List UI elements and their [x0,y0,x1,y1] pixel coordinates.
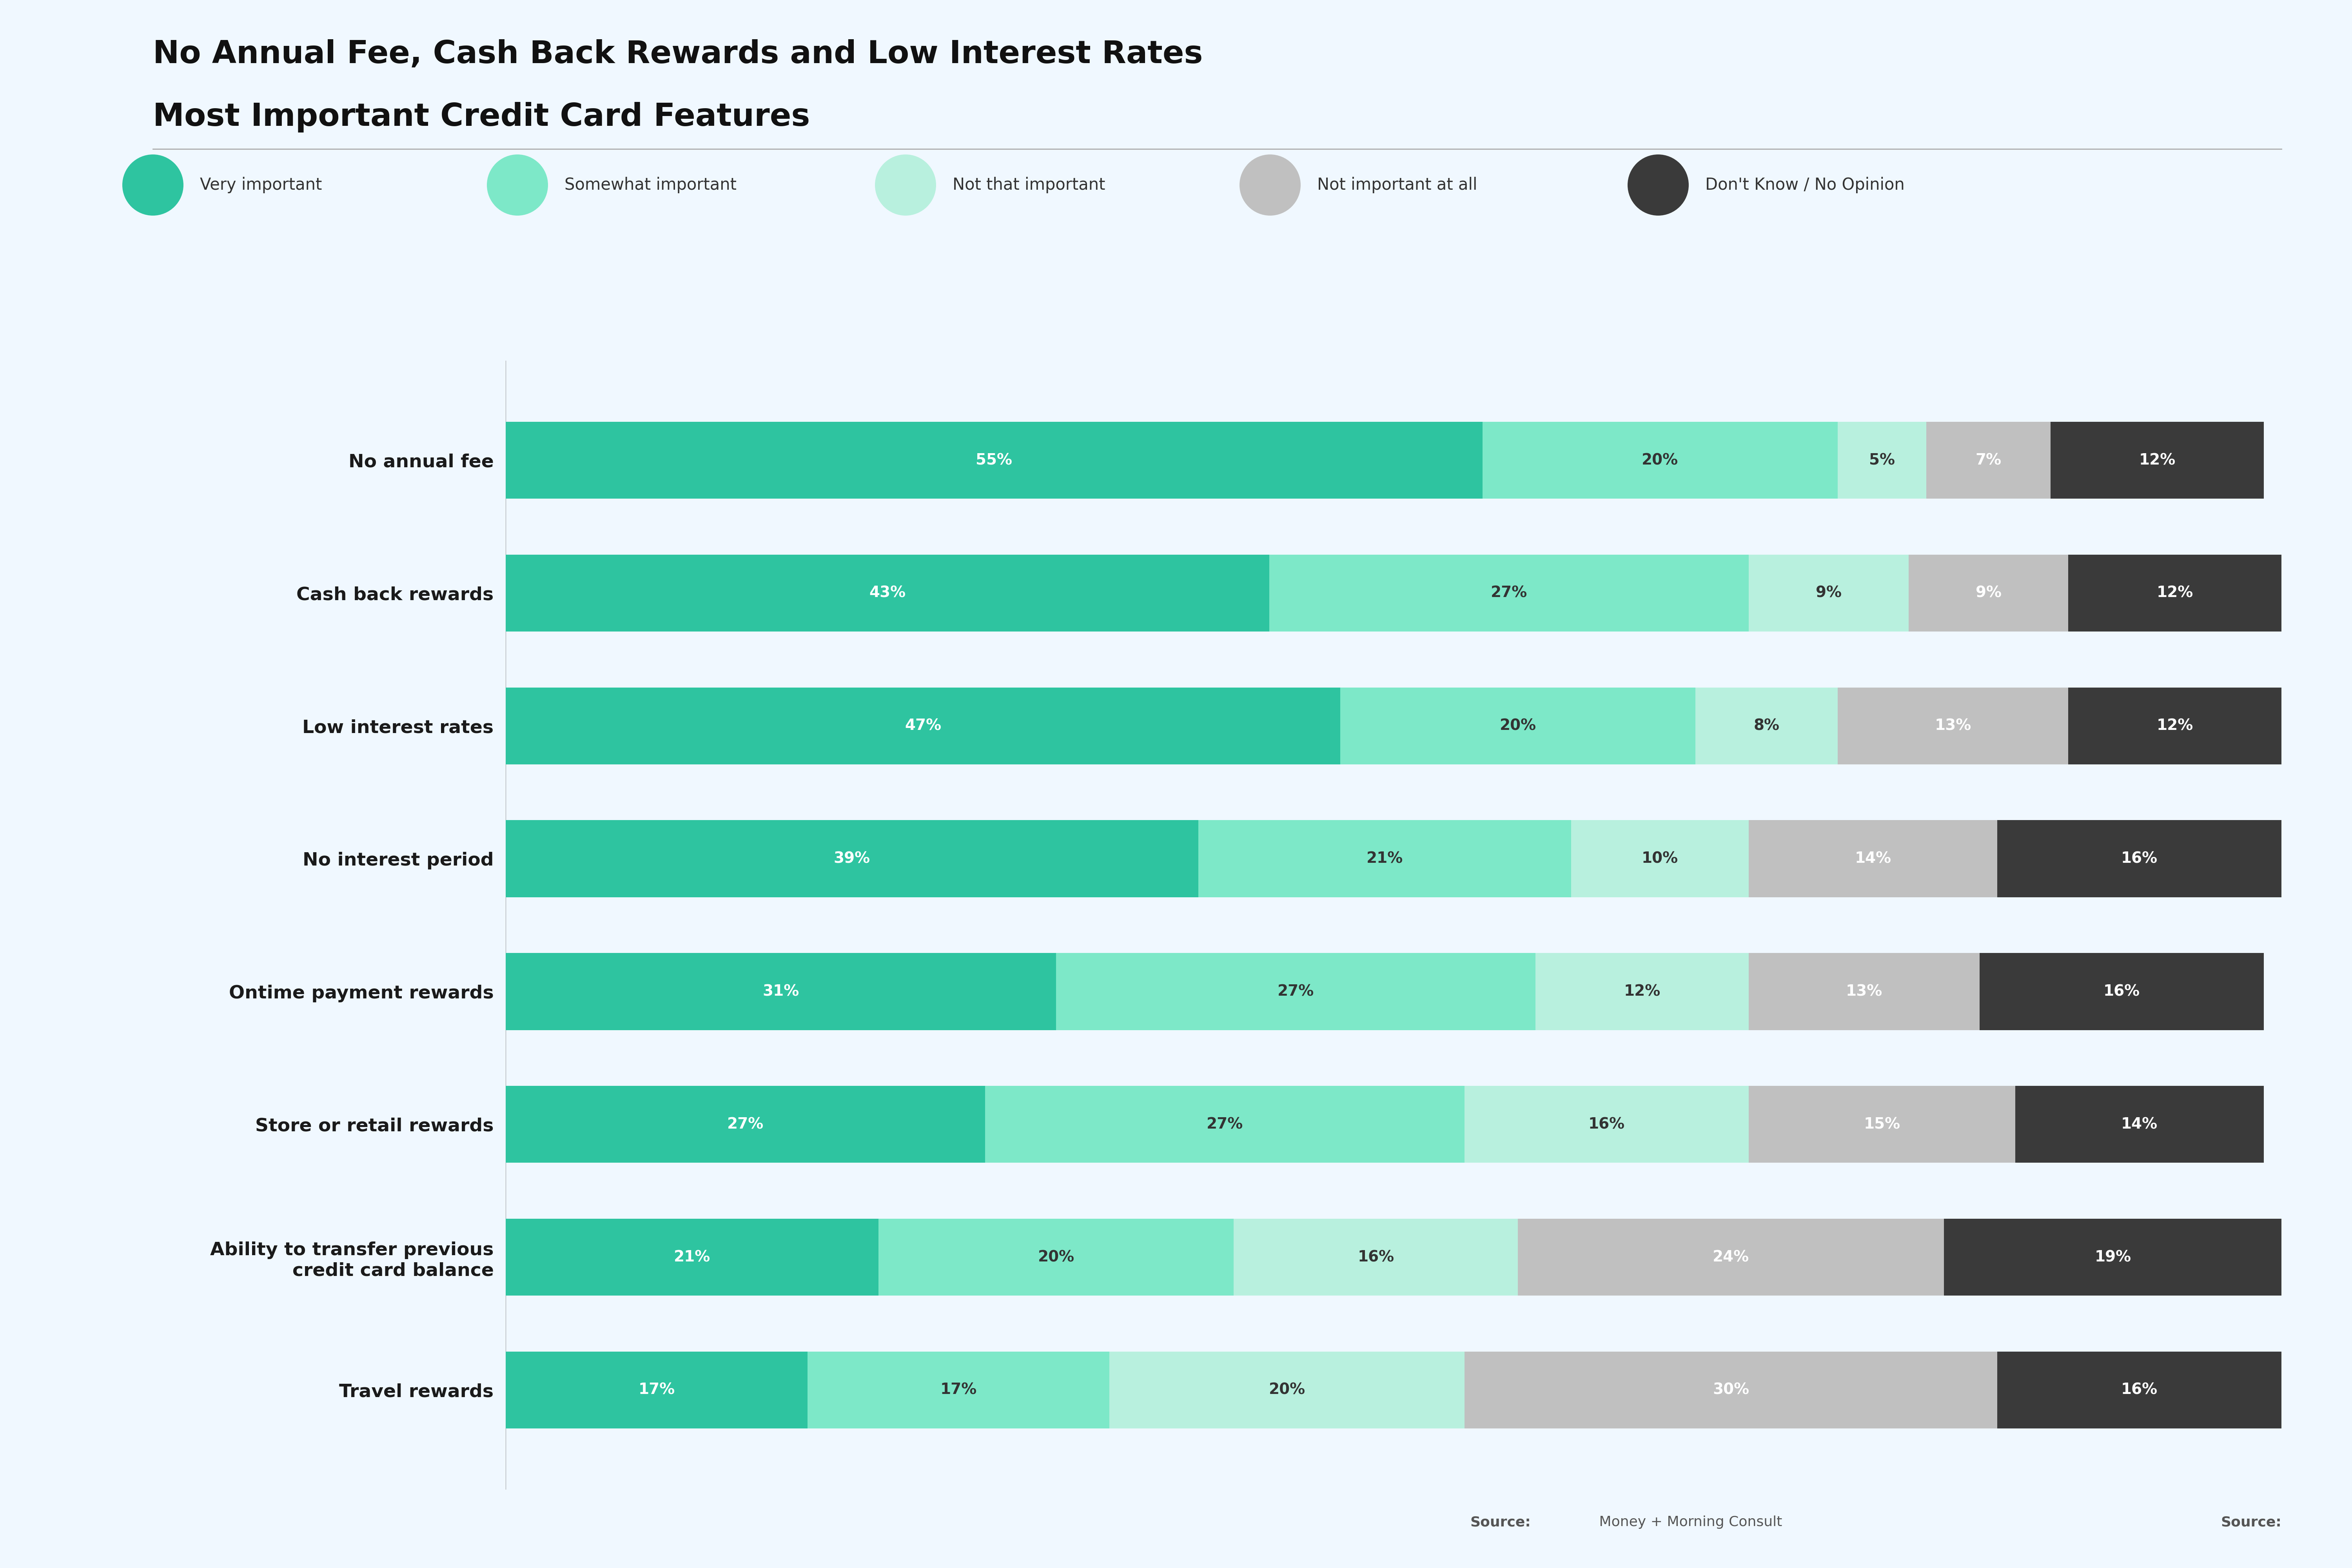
Text: 21%: 21% [1367,851,1402,866]
Text: Money + Morning Consult: Money + Morning Consult [1595,1515,1783,1529]
Text: Not important at all: Not important at all [1317,177,1477,193]
Text: 16%: 16% [1357,1250,1395,1265]
Text: Don't Know / No Opinion: Don't Know / No Opinion [1705,177,1905,193]
Bar [506,953,1056,1030]
Bar [506,1085,985,1163]
Text: 12%: 12% [1623,985,1661,999]
Bar [1517,1218,1945,1295]
Text: 30%: 30% [1712,1383,1750,1397]
Text: 19%: 19% [2096,1250,2131,1265]
Text: 31%: 31% [762,985,800,999]
Text: 13%: 13% [1846,985,1882,999]
Bar [1571,820,1750,897]
Bar [1197,820,1571,897]
Bar [1235,1218,1517,1295]
Text: 9%: 9% [1976,585,2002,601]
Text: Not that important: Not that important [953,177,1105,193]
Bar [1926,422,2051,499]
Text: 43%: 43% [870,585,906,601]
Text: 16%: 16% [2103,985,2140,999]
Bar [1837,422,1926,499]
Text: 39%: 39% [833,851,870,866]
Bar [1465,1352,1997,1428]
Bar [1110,1352,1465,1428]
Bar [1997,820,2281,897]
Text: 13%: 13% [1936,718,1971,734]
Bar [1270,555,1748,632]
Text: Source:: Source: [2220,1515,2281,1529]
Text: 27%: 27% [1207,1116,1244,1132]
Bar [2067,555,2281,632]
Bar [506,1352,807,1428]
Text: 55%: 55% [976,453,1011,467]
Bar [1837,687,2067,765]
Bar [1536,953,1748,1030]
Bar [1696,687,1837,765]
Text: 16%: 16% [1588,1116,1625,1132]
Bar [1748,555,1907,632]
Text: 27%: 27% [727,1116,764,1132]
Text: 20%: 20% [1037,1250,1075,1265]
Text: 5%: 5% [1870,453,1896,467]
Text: 20%: 20% [1268,1383,1305,1397]
Text: 17%: 17% [941,1383,976,1397]
Text: 17%: 17% [637,1383,675,1397]
Bar [506,555,1270,632]
Text: Somewhat important: Somewhat important [564,177,736,193]
Text: 7%: 7% [1976,453,2002,467]
Bar [1482,422,1837,499]
Bar [1907,555,2067,632]
Bar [1945,1218,2281,1295]
Text: 12%: 12% [2157,718,2192,734]
Text: 14%: 14% [2122,1116,2157,1132]
Text: 14%: 14% [1856,851,1891,866]
Bar [1748,1085,2016,1163]
Bar [880,1218,1235,1295]
Bar [985,1085,1465,1163]
Text: 20%: 20% [1642,453,1679,467]
Text: 24%: 24% [1712,1250,1750,1265]
Bar [1997,1352,2281,1428]
Bar [1465,1085,1748,1163]
Text: 21%: 21% [675,1250,710,1265]
Bar [1748,953,1980,1030]
Text: 20%: 20% [1501,718,1536,734]
Text: 16%: 16% [2122,1383,2157,1397]
Text: No Annual Fee, Cash Back Rewards and Low Interest Rates: No Annual Fee, Cash Back Rewards and Low… [153,39,1202,69]
Bar [1748,820,1997,897]
Text: 27%: 27% [1277,985,1315,999]
Text: 12%: 12% [2138,453,2176,467]
Text: Source:: Source: [1470,1515,1531,1529]
Text: 15%: 15% [1863,1116,1900,1132]
Text: Most Important Credit Card Features: Most Important Credit Card Features [153,102,809,133]
Bar [506,422,1482,499]
Text: 27%: 27% [1491,585,1526,601]
Text: 9%: 9% [1816,585,1842,601]
Bar [2051,422,2263,499]
Text: Very important: Very important [200,177,322,193]
Bar [1056,953,1536,1030]
Bar [2067,687,2281,765]
Bar [1341,687,1696,765]
Bar [506,687,1341,765]
Bar [1980,953,2263,1030]
Bar [2016,1085,2263,1163]
Text: 8%: 8% [1755,718,1780,734]
Bar [506,820,1197,897]
Text: 47%: 47% [906,718,941,734]
Text: 10%: 10% [1642,851,1679,866]
Bar [807,1352,1110,1428]
Text: 16%: 16% [2122,851,2157,866]
Bar [506,1218,880,1295]
Text: 12%: 12% [2157,585,2192,601]
